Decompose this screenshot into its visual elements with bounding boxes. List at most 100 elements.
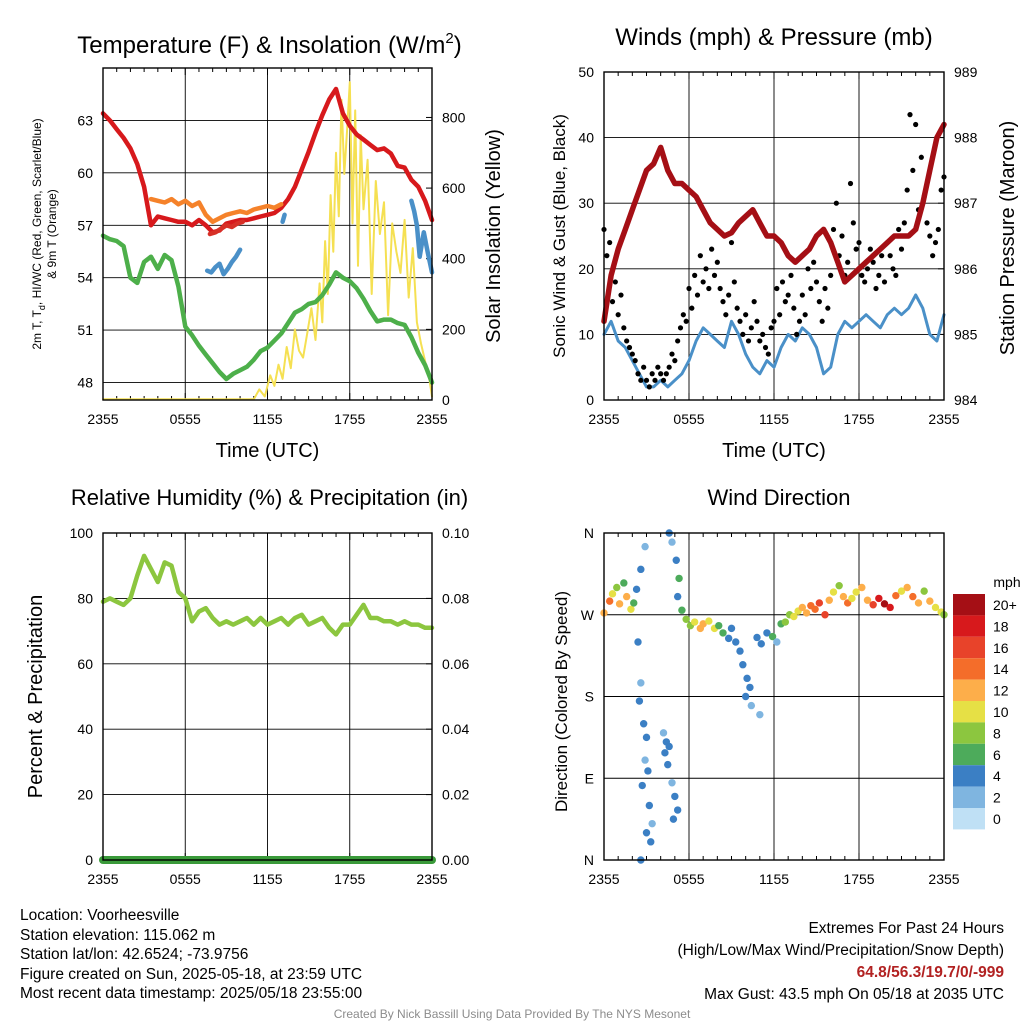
wind-direction-point — [736, 647, 744, 655]
gust-point — [825, 305, 831, 311]
chart-title: Temperature (F) & Insolation (W/m2) — [77, 30, 461, 59]
y-axis-label: 2m T, Td, HI/WC (Red, Green, Scarlet/Blu… — [30, 118, 47, 349]
gust-point — [802, 312, 808, 318]
wind-direction-point — [773, 638, 781, 646]
gust-point — [612, 279, 618, 285]
wind-direction-point — [665, 742, 673, 751]
wind-direction-point — [858, 583, 866, 592]
gust-point — [774, 285, 780, 292]
y2-tick-label: 989 — [954, 64, 978, 80]
gust-point — [910, 167, 916, 173]
wind-direction-point — [671, 792, 679, 801]
wind_chill_blue-line — [204, 247, 243, 277]
gust-point — [669, 351, 675, 357]
gust-point — [751, 299, 757, 305]
y-tick-label: 60 — [77, 656, 93, 672]
wind-direction-point — [931, 603, 940, 612]
gust-point — [828, 272, 834, 278]
legend-label: 16 — [993, 640, 1009, 656]
gust-point — [711, 272, 718, 278]
recent-timestamp: Most recent data timestamp: 2025/05/18 2… — [20, 985, 363, 1003]
wind-direction-point — [673, 592, 682, 601]
gust-point — [635, 371, 641, 377]
legend-label: 18 — [993, 618, 1009, 634]
gust-point — [731, 279, 737, 285]
wind-direction-point — [675, 574, 683, 583]
gust-point — [683, 318, 689, 324]
wind-direction-point — [635, 697, 644, 705]
legend-swatch — [953, 743, 985, 766]
legend-swatch — [953, 679, 985, 701]
gust-point — [743, 312, 749, 318]
y2-tick-label: 0.02 — [442, 787, 469, 803]
gust-point — [856, 239, 862, 246]
gust-point — [862, 279, 868, 285]
gust-point — [777, 312, 783, 318]
wind-direction-point — [672, 556, 680, 564]
wind-direction-point — [848, 594, 856, 603]
y-tick-label: 57 — [77, 217, 93, 233]
wind-direction-point — [668, 779, 676, 787]
wind-direction-point — [756, 710, 764, 719]
station-latlon: Station lat/lon: 42.6524; -73.9756 — [20, 946, 249, 964]
wind-direction-point — [747, 701, 756, 710]
gust-point — [811, 259, 817, 265]
wind-direction-point — [647, 838, 655, 846]
y-tick-label: N — [584, 852, 594, 868]
y-tick-label: 48 — [77, 375, 93, 391]
wind-direction-point — [632, 585, 641, 594]
credit-line: Created By Nick Bassill Using Data Provi… — [333, 1007, 691, 1021]
wind-direction-point — [897, 587, 906, 595]
wind-direction-point — [798, 603, 807, 612]
y-axis-label: Sonic Wind & Gust (Blue, Black) — [550, 114, 569, 358]
wind-direction-point — [920, 587, 928, 595]
chart-title-sup: 2 — [445, 30, 453, 47]
gust-point — [697, 253, 703, 259]
y2-tick-label: 987 — [954, 195, 978, 211]
gust-point — [638, 377, 644, 383]
wind-direction-point — [620, 579, 628, 587]
gust-point — [646, 384, 652, 390]
wind-direction-point — [903, 583, 911, 592]
gust-point — [748, 325, 754, 331]
gust-point — [796, 318, 803, 324]
wind-direction-point — [669, 815, 678, 823]
gust-point — [904, 187, 910, 193]
chart-title: Wind Direction — [707, 485, 850, 510]
gust-point — [881, 279, 888, 285]
legend-swatch — [953, 636, 985, 659]
y-tick-label: 50 — [578, 64, 594, 80]
gust-point — [760, 331, 766, 337]
extremes-values: 64.8/56.3/19.7/0/-999 — [856, 964, 1004, 981]
gust-point — [765, 351, 771, 357]
y-tick-label: 0 — [85, 852, 93, 868]
gust-point — [757, 338, 763, 344]
gust-point — [686, 285, 692, 292]
legend-swatch — [953, 615, 985, 637]
wind-direction-point — [715, 621, 723, 630]
y2-tick-label: 986 — [954, 261, 978, 277]
y-tick-label: N — [584, 525, 594, 541]
gust-point — [692, 272, 698, 278]
x-tick-label: 0555 — [673, 871, 704, 887]
wind-direction-point — [781, 618, 790, 626]
gust-point — [791, 305, 797, 311]
chart-title-end: ) — [454, 32, 462, 59]
gust-point — [930, 253, 936, 259]
gust-point — [782, 299, 788, 305]
y-tick-label: 60 — [77, 165, 93, 181]
gust-point — [768, 325, 774, 331]
legend-title: mph — [993, 574, 1020, 590]
x-tick-label: 2355 — [588, 871, 619, 887]
gust-point — [649, 371, 655, 377]
wind-direction-point — [815, 599, 824, 607]
wind-direction-point — [638, 781, 646, 790]
wind-direction-point — [727, 624, 736, 633]
x-tick-label: 1755 — [334, 411, 365, 427]
legend-swatch — [953, 765, 985, 787]
chart-title: Relative Humidity (%) & Precipitation (i… — [71, 485, 468, 510]
x-tick-label: 0555 — [170, 411, 201, 427]
gust-point — [720, 299, 726, 305]
gust-point — [714, 259, 720, 265]
